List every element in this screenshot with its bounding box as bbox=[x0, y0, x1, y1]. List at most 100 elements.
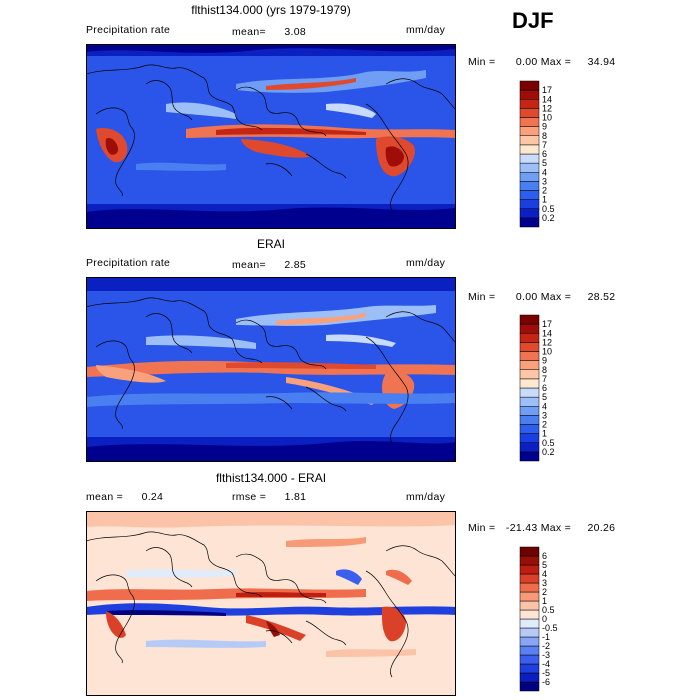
colorbar-tick-label: 5 bbox=[542, 158, 547, 168]
panel3-map bbox=[86, 511, 456, 696]
colorbar-box bbox=[519, 314, 540, 325]
colorbar-tick-label: 7 bbox=[542, 374, 547, 384]
panel1-mean-label: mean= bbox=[232, 26, 266, 38]
colorbar-box bbox=[519, 342, 540, 352]
colorbar-tick-label: -0.5 bbox=[542, 623, 558, 633]
panel1-min-value: 0.00 bbox=[515, 56, 538, 68]
colorbar-box bbox=[519, 387, 540, 398]
panel1-min-label: Min = bbox=[468, 56, 496, 68]
colorbar-tick-label: -4 bbox=[542, 659, 550, 669]
panel2-min-label: Min = bbox=[468, 291, 496, 303]
colorbar-box bbox=[519, 190, 540, 200]
colorbar-tick-label: 2 bbox=[542, 186, 547, 196]
panel2-field-label: Precipitation rate bbox=[86, 257, 171, 269]
colorbar-box bbox=[519, 144, 540, 155]
panel2-map-field bbox=[86, 277, 456, 462]
panel3-units: mm/day bbox=[406, 491, 446, 503]
colorbar-tick-label: 0.2 bbox=[542, 447, 555, 457]
colorbar-box bbox=[519, 627, 540, 638]
colorbar-tick-label: 2 bbox=[542, 587, 547, 597]
colorbar-tick-label: -3 bbox=[542, 650, 550, 660]
colorbar-box bbox=[519, 360, 540, 370]
colorbar-box bbox=[519, 672, 540, 683]
panel2-mean-label: mean= bbox=[232, 259, 266, 271]
panel3-title: flthist134.000 - ERAI bbox=[215, 471, 327, 485]
panel2-mean-value: 2.85 bbox=[284, 259, 306, 271]
colorbar-box bbox=[519, 555, 540, 566]
colorbar-tick-label: 10 bbox=[542, 113, 552, 123]
colorbar-box bbox=[519, 573, 540, 584]
colorbar-box bbox=[519, 172, 540, 182]
colorbar-tick-label: 8 bbox=[542, 365, 547, 375]
colorbar-box bbox=[519, 546, 540, 557]
colorbar-tick-label: -5 bbox=[542, 668, 550, 678]
panel3-mean-value: 0.24 bbox=[141, 491, 164, 503]
colorbar-box bbox=[519, 369, 540, 380]
colorbar-tick-label: 1 bbox=[542, 429, 547, 439]
panel2-min-value: 0.00 bbox=[515, 291, 538, 303]
panel1-field-label: Precipitation rate bbox=[86, 24, 171, 36]
colorbar-box bbox=[519, 451, 540, 462]
colorbar-tick-label: -1 bbox=[542, 632, 550, 642]
season-label: DJF bbox=[512, 8, 554, 33]
panel3-min-label: Min = bbox=[468, 522, 496, 534]
panel2-units: mm/day bbox=[406, 257, 446, 269]
panel3-coastlines bbox=[86, 531, 456, 678]
colorbar-tick-label: 1 bbox=[542, 195, 547, 205]
colorbar-tick-label: 0 bbox=[542, 614, 547, 624]
colorbar-box bbox=[519, 415, 540, 425]
colorbar-box bbox=[519, 80, 540, 91]
panel1-mean-value: 3.08 bbox=[284, 26, 306, 38]
colorbar-tick-label: 12 bbox=[542, 337, 552, 347]
colorbar-box bbox=[519, 333, 540, 343]
panel1-max-label: Max = bbox=[540, 56, 572, 68]
colorbar-box bbox=[519, 564, 540, 575]
colorbar-box bbox=[519, 126, 540, 136]
colorbar-box bbox=[519, 208, 540, 219]
colorbar-tick-label: 9 bbox=[542, 122, 547, 132]
colorbar-box bbox=[519, 663, 540, 674]
colorbar-box bbox=[519, 636, 540, 647]
colorbar-box bbox=[519, 351, 540, 361]
colorbar-tick-label: 4 bbox=[542, 401, 547, 411]
colorbar-box bbox=[519, 645, 540, 656]
colorbar-box bbox=[519, 618, 540, 629]
panel3-rmse-label: rmse = bbox=[232, 491, 267, 503]
colorbar-box bbox=[519, 153, 540, 164]
colorbar-box bbox=[519, 217, 540, 228]
colorbar-tick-label: -2 bbox=[542, 641, 550, 651]
colorbar-tick-label: 3 bbox=[542, 410, 547, 420]
colorbar-tick-label: 6 bbox=[542, 149, 547, 159]
colorbar-tick-label: 0.2 bbox=[542, 213, 555, 223]
colorbar-box bbox=[519, 433, 540, 443]
colorbar-box bbox=[519, 600, 540, 611]
colorbar-box bbox=[519, 199, 540, 209]
panel1-map bbox=[86, 44, 456, 229]
panel2-coastlines bbox=[86, 297, 456, 444]
panel2-map bbox=[86, 277, 456, 462]
colorbar-tick-label: 0.5 bbox=[542, 438, 555, 448]
colorbar-box bbox=[519, 181, 540, 191]
panel3-min-value: -21.43 bbox=[505, 522, 538, 534]
colorbar-tick-label: 12 bbox=[542, 103, 552, 113]
colorbar-box bbox=[519, 162, 540, 173]
colorbar-box bbox=[519, 681, 540, 692]
panel1-map-field bbox=[86, 44, 456, 229]
colorbar-tick-label: 14 bbox=[542, 328, 552, 338]
panel3-max-label: Max = bbox=[540, 522, 572, 534]
panel3-rmse-value: 1.81 bbox=[284, 491, 307, 503]
colorbar-box bbox=[519, 406, 540, 416]
colorbar-tick-label: 7 bbox=[542, 140, 547, 150]
colorbar-tick-label: 9 bbox=[542, 356, 547, 366]
colorbar-box bbox=[519, 424, 540, 434]
colorbar-box bbox=[519, 654, 540, 665]
colorbar-tick-label: 3 bbox=[542, 176, 547, 186]
colorbar-tick-label: 6 bbox=[542, 551, 547, 561]
colorbar-tick-label: 2 bbox=[542, 420, 547, 430]
panel1-units: mm/day bbox=[406, 24, 446, 36]
colorbar-tick-label: 4 bbox=[542, 167, 547, 177]
colorbar-box bbox=[519, 323, 540, 334]
colorbar-tick-label: -6 bbox=[542, 677, 550, 687]
